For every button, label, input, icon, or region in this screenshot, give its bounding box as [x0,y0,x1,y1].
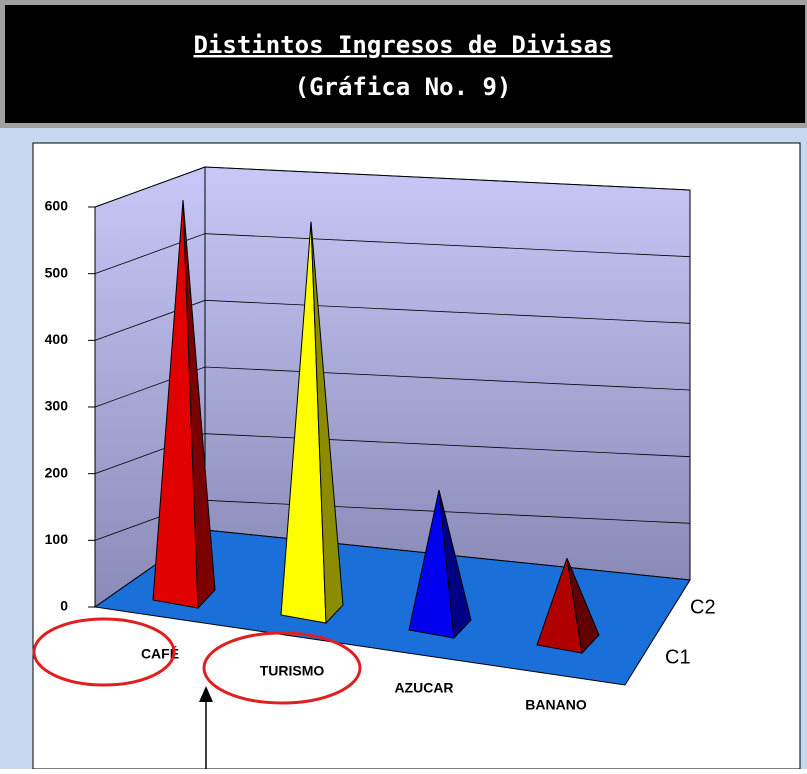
annotation-ellipse [32,617,176,687]
pyramid [152,199,216,610]
x-tick-label: CAFÉ [141,646,179,662]
back-wall [204,166,691,581]
y-tick-label: 200 [45,464,69,480]
y-tick-label: 0 [60,598,68,614]
grid-line [94,166,691,208]
y-tick-label: 500 [45,264,69,280]
grid-line [94,366,691,408]
annotation-arrowhead [199,686,213,702]
chart-title: Distintos Ingresos de Divisas [193,31,612,59]
depth-label: C2 [690,596,716,618]
depth-label: C1 [665,646,691,668]
x-tick-label: BANANO [525,697,587,713]
chart-subtitle: (Gráfica No. 9) [295,73,512,101]
pyramid-shade [567,558,599,653]
pyramid-shade [439,490,471,638]
annotation-ellipse [202,631,362,705]
grid-line [94,433,691,475]
pyramid [536,558,600,655]
title-box [5,5,805,123]
pyramid-side [438,489,472,640]
x-tick-label: AZUCAR [394,680,453,696]
pyramid-shade [311,221,343,623]
pyramid-side [182,199,216,610]
grid-line [94,299,691,341]
pyramid-shade [183,200,215,608]
pyramid-side [310,221,344,625]
y-tick-label: 600 [45,198,69,214]
x-tick-label: TURISMO [260,663,325,679]
pyramid [408,489,472,640]
pyramid [280,221,344,625]
grid-line [94,233,691,275]
y-tick-label: 300 [45,398,69,414]
y-tick-label: 400 [45,331,69,347]
pyramid-side [566,558,600,655]
y-tick-label: 100 [45,531,69,547]
